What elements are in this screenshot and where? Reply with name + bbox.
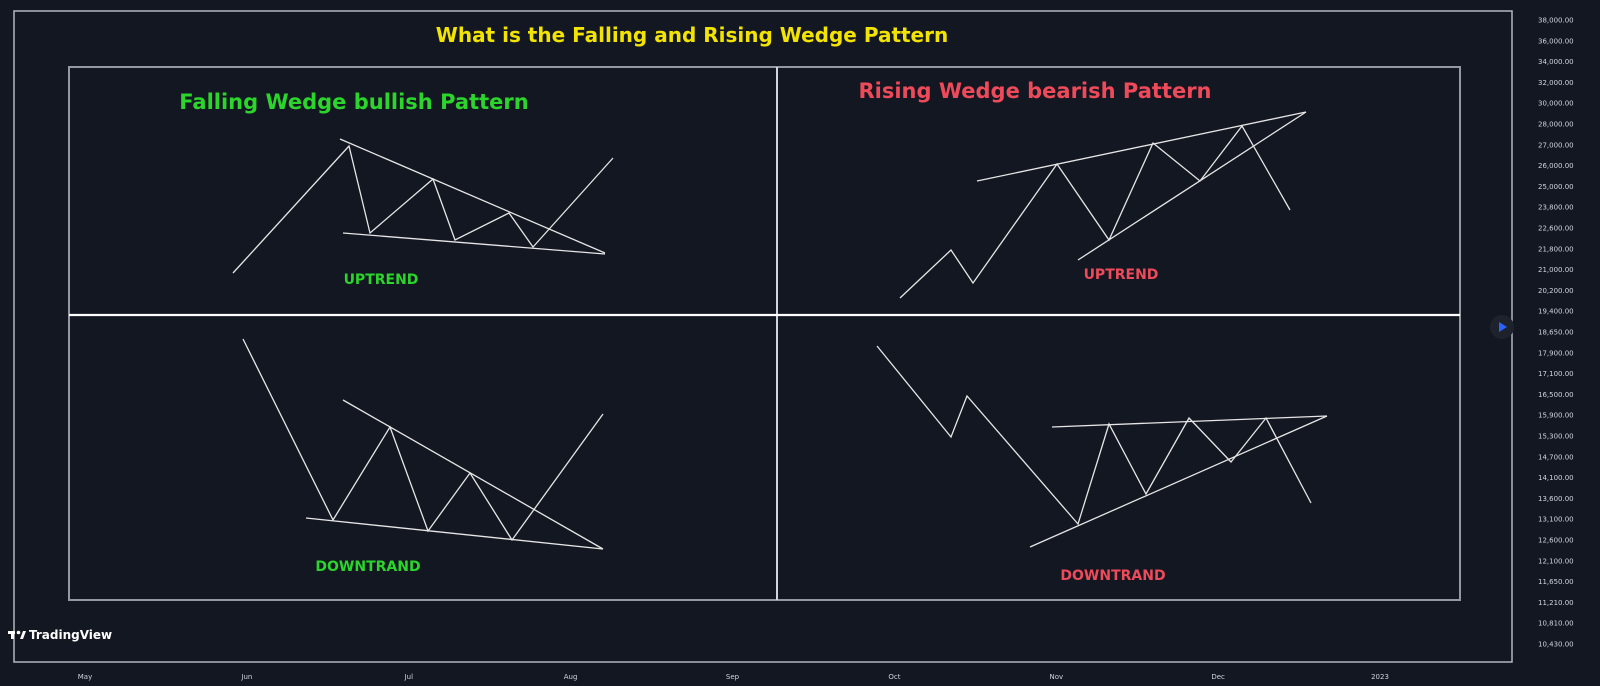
- price-tick-label: 26,000.00: [1538, 162, 1574, 170]
- time-tick-label: Jun: [240, 673, 252, 681]
- price-tick-label: 22,600.00: [1538, 225, 1574, 233]
- price-tick-label: 21,000.00: [1538, 266, 1574, 274]
- rising-wedge-uptrend-drawing: [899, 111, 1307, 299]
- time-tick-label: 2023: [1371, 673, 1389, 681]
- tradingview-brand-text: TradingView: [29, 628, 112, 642]
- price-tick-label: 11,210.00: [1538, 599, 1574, 607]
- falling-wedge-downtrend-drawing: [242, 338, 604, 550]
- price-tick-label: 15,300.00: [1538, 433, 1574, 441]
- rising-wedge-title: Rising Wedge bearish Pattern: [858, 79, 1211, 103]
- price-tick-label: 14,700.00: [1538, 453, 1574, 461]
- falling-wedge-uptrend-drawing: [232, 138, 614, 274]
- falling-uptrend-label: UPTREND: [344, 272, 419, 288]
- quadrant-frame: [68, 66, 1461, 601]
- chart-area-border: [13, 10, 1513, 663]
- price-tick-label: 25,000.00: [1538, 183, 1574, 191]
- price-tick-label: 21,800.00: [1538, 245, 1574, 253]
- price-tick-label: 16,500.00: [1538, 391, 1574, 399]
- price-tick-label: 28,000.00: [1538, 121, 1574, 129]
- rising-downtrend-label: DOWNTRAND: [1060, 568, 1165, 584]
- time-tick-label: Aug: [564, 673, 578, 681]
- time-axis[interactable]: May Jun Jul Aug Sep Oct Nov Dec 2023: [78, 673, 1389, 681]
- price-tick-label: 12,600.00: [1538, 537, 1574, 545]
- price-tick-label: 32,000.00: [1538, 79, 1574, 87]
- price-tick-label: 10,430.00: [1538, 641, 1574, 649]
- tradingview-logo[interactable]: TradingView: [8, 628, 112, 642]
- price-axis[interactable]: 38,000.00 36,000.00 34,000.00 32,000.00 30,0…: [1538, 17, 1574, 649]
- price-tick-label: 13,100.00: [1538, 516, 1574, 524]
- price-tick-label: 30,000.00: [1538, 100, 1574, 108]
- play-arrow-icon: [1499, 322, 1507, 332]
- price-tick-label: 20,200.00: [1538, 287, 1574, 295]
- price-tick-label: 38,000.00: [1538, 17, 1574, 25]
- price-tick-label: 13,600.00: [1538, 495, 1574, 503]
- price-tick-label: 15,900.00: [1538, 412, 1574, 420]
- price-tick-label: 17,100.00: [1538, 370, 1574, 378]
- tradingview-logo-icon: [8, 630, 26, 639]
- price-tick-label: 14,100.00: [1538, 474, 1574, 482]
- time-tick-label: Sep: [726, 673, 740, 681]
- page-title: What is the Falling and Rising Wedge Pat…: [436, 23, 948, 47]
- time-tick-label: May: [78, 673, 92, 681]
- rising-wedge-downtrend-drawing: [876, 345, 1328, 548]
- time-tick-label: Jul: [404, 673, 414, 681]
- time-tick-label: Oct: [888, 673, 900, 681]
- price-tick-label: 18,650.00: [1538, 329, 1574, 337]
- falling-wedge-title: Falling Wedge bullish Pattern: [179, 90, 528, 114]
- price-tick-label: 36,000.00: [1538, 37, 1574, 45]
- price-tick-label: 19,400.00: [1538, 308, 1574, 316]
- price-tick-label: 34,000.00: [1538, 58, 1574, 66]
- falling-downtrend-label: DOWNTRAND: [315, 559, 420, 575]
- price-tick-label: 10,810.00: [1538, 620, 1574, 628]
- price-tick-label: 12,100.00: [1538, 557, 1574, 565]
- price-tick-label: 27,000.00: [1538, 141, 1574, 149]
- scroll-to-realtime-button[interactable]: [1490, 315, 1514, 339]
- price-tick-label: 23,800.00: [1538, 204, 1574, 212]
- time-tick-label: Nov: [1049, 673, 1063, 681]
- price-tick-label: 11,650.00: [1538, 578, 1574, 586]
- time-tick-label: Dec: [1211, 673, 1225, 681]
- rising-uptrend-label: UPTREND: [1084, 267, 1159, 283]
- price-tick-label: 17,900.00: [1538, 349, 1574, 357]
